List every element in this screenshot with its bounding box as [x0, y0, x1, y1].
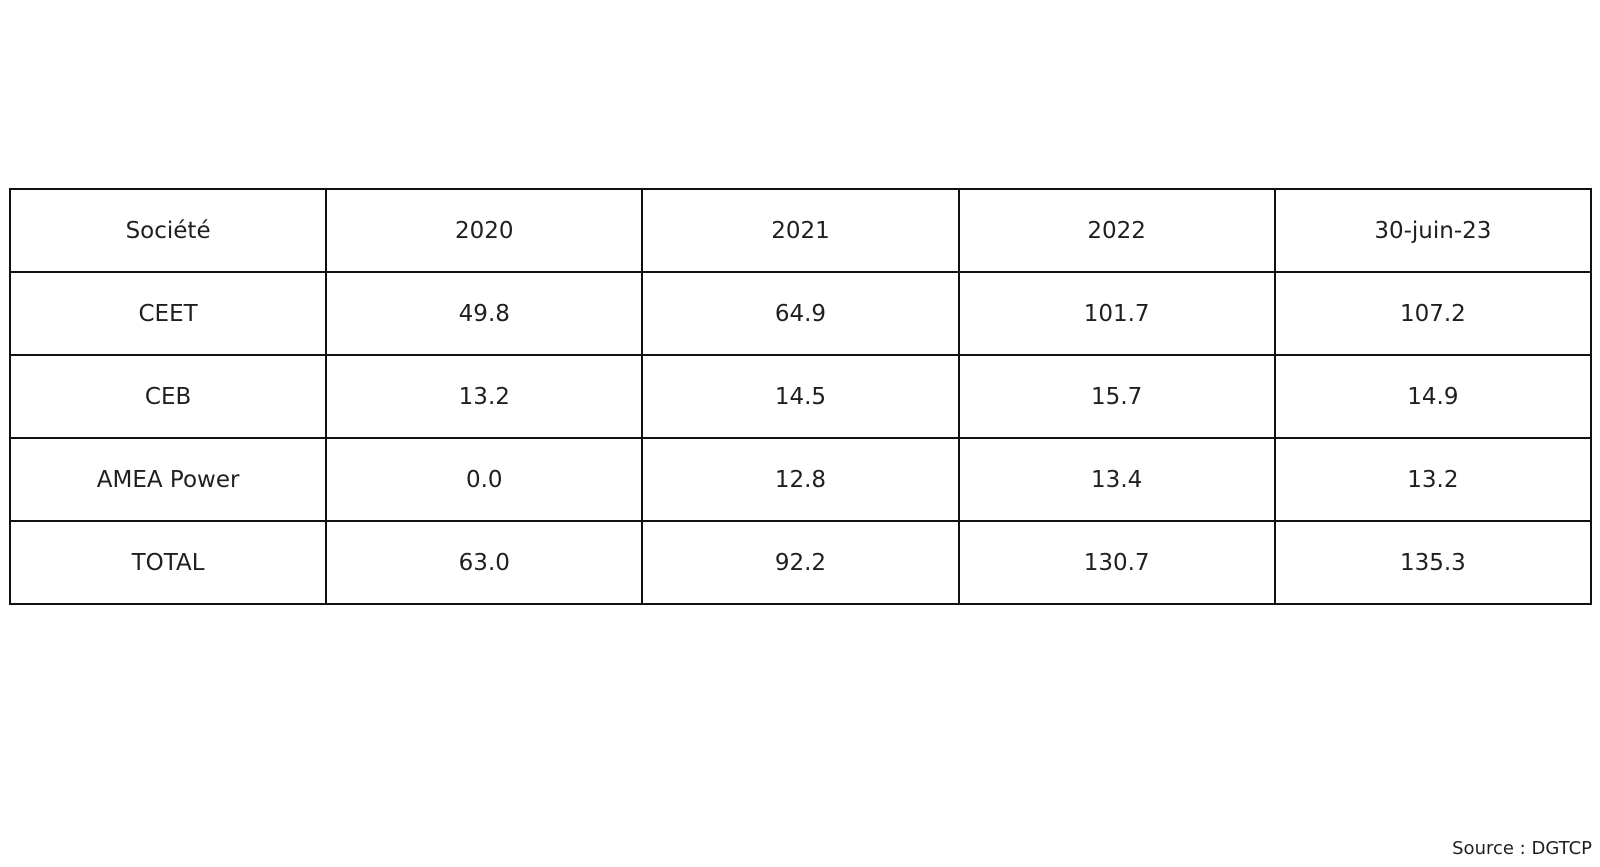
row-label-cell: CEET — [8, 271, 328, 356]
column-header: 2020 — [325, 188, 644, 273]
row-label-cell: AMEA Power — [8, 437, 328, 522]
value-cell: 12.8 — [641, 437, 960, 522]
value-cell: 14.5 — [641, 354, 960, 439]
value-cell: 101.7 — [957, 271, 1276, 356]
table-row: CEET 49.8 64.9 101.7 107.2 — [8, 271, 1593, 356]
value-cell: 135.3 — [1273, 520, 1593, 605]
column-header: 2021 — [641, 188, 960, 273]
value-cell: 64.9 — [641, 271, 960, 356]
value-cell: 14.9 — [1273, 354, 1593, 439]
value-cell: 107.2 — [1273, 271, 1593, 356]
value-cell: 49.8 — [325, 271, 644, 356]
column-header: 30-juin-23 — [1273, 188, 1593, 273]
table-header-row: Société 2020 2021 2022 30-juin-23 — [8, 188, 1593, 273]
table-row: CEB 13.2 14.5 15.7 14.9 — [8, 354, 1593, 439]
value-cell: 13.2 — [325, 354, 644, 439]
value-cell: 0.0 — [325, 437, 644, 522]
value-cell: 92.2 — [641, 520, 960, 605]
data-table: Société 2020 2021 2022 30-juin-23 CEET 4… — [8, 188, 1593, 605]
row-label-cell: TOTAL — [8, 520, 328, 605]
value-cell: 13.2 — [1273, 437, 1593, 522]
value-cell: 13.4 — [957, 437, 1276, 522]
row-label-cell: CEB — [8, 354, 328, 439]
table-row-total: TOTAL 63.0 92.2 130.7 135.3 — [8, 520, 1593, 605]
data-table-container: Société 2020 2021 2022 30-juin-23 CEET 4… — [8, 188, 1593, 605]
value-cell: 130.7 — [957, 520, 1276, 605]
value-cell: 63.0 — [325, 520, 644, 605]
source-note: Source : DGTCP — [1452, 838, 1592, 859]
value-cell: 15.7 — [957, 354, 1276, 439]
column-header: 2022 — [957, 188, 1276, 273]
column-header: Société — [8, 188, 328, 273]
table-row: AMEA Power 0.0 12.8 13.4 13.2 — [8, 437, 1593, 522]
